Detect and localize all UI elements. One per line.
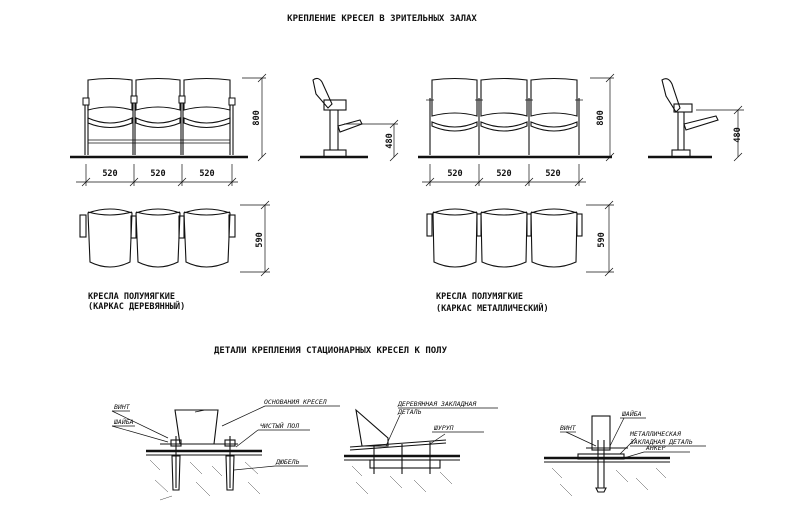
callout-chisty-pol: ЧИСТЫЙ ПОЛ — [260, 421, 299, 430]
detail-metal-anchor-fixing: ВИНТ ШАЙБА МЕТАЛЛИЧЕСКАЯ ЗАКЛАДНАЯ ДЕТАЛ… — [544, 409, 706, 497]
callout-osnovanie: ОСНОВАНИЯ КРЕСЕЛ — [264, 398, 327, 406]
floor-hatching-2 — [351, 465, 453, 495]
metal-chair-front-view: 800 — [418, 73, 615, 162]
dim-width-520-metal-3: 520 — [545, 169, 560, 179]
callout-vint: ВИНТ — [114, 403, 131, 411]
caption-wood-line2: (КАРКАС ДЕРЕВЯННЫЙ) — [88, 300, 185, 312]
callout-dyubel: ДЮБЕЛЬ — [275, 458, 300, 466]
caption-metal-line2: (КАРКАС МЕТАЛЛИЧЕСКИЙ) — [436, 302, 549, 314]
callout-wood-insert-1: ДЕРЕВЯННАЯ ЗАКЛАДНАЯ — [397, 400, 477, 408]
dim-width-520-wood-1: 520 — [102, 169, 117, 179]
sheet-title: КРЕПЛЕНИЕ КРЕСЕЛ В ЗРИТЕЛЬНЫХ ЗАЛАХ — [287, 14, 477, 24]
wood-chair-front-view: 800 — [70, 73, 267, 162]
callout-shurup: ШУРУП — [433, 424, 454, 432]
dim-width-520-wood-3: 520 — [199, 169, 214, 179]
callout-metal-insert-2: ЗАКЛАДНАЯ ДЕТАЛЬ — [629, 438, 693, 446]
caption-metal-line1: КРЕСЛА ПОЛУМЯГКИЕ — [436, 292, 523, 302]
callout-metal-insert-1: МЕТАЛЛИЧЕСКАЯ — [629, 430, 682, 438]
dim-width-520-metal-1: 520 — [447, 169, 462, 179]
metal-width-dimension: 520 520 520 — [422, 164, 586, 187]
callout-shaiba-2: ШАЙБА — [621, 409, 642, 418]
dim-height-480-wood: 480 — [385, 133, 395, 148]
dim-height-800-wood: 800 — [252, 110, 262, 125]
dim-depth-590-metal: 590 — [597, 232, 607, 247]
wood-width-dimension: 520 520 520 — [76, 164, 238, 187]
callout-shaiba: ШАЙБА — [113, 417, 134, 426]
callout-vint-2: ВИНТ — [560, 424, 577, 432]
dim-height-480-metal: 480 — [733, 127, 743, 142]
detail-wood-insert-fixing: ДЕРЕВЯННАЯ ЗАКЛАДНАЯ ДЕТАЛЬ ШУРУП — [344, 400, 498, 495]
details-title: ДЕТАЛИ КРЕПЛЕНИЯ СТАЦИОНАРНЫХ КРЕСЕЛ К П… — [214, 346, 448, 356]
dim-height-800-metal: 800 — [596, 110, 606, 125]
floor-hatching-1 — [149, 459, 261, 501]
wood-chair-side-view: 480 — [300, 77, 399, 162]
wood-chair-plan-view: 590 — [79, 200, 270, 277]
dim-depth-590-wood: 590 — [255, 232, 265, 247]
caption-wood-line1: КРЕСЛА ПОЛУМЯГКИЕ — [88, 292, 175, 302]
metal-chair-side-view: 480 — [648, 78, 744, 162]
callout-ankor: АНКЕР — [645, 444, 666, 452]
metal-chair-plan-view: 590 — [426, 200, 614, 277]
detail-dowel-fixing: ВИНТ ШАЙБА ОСНОВАНИЯ КРЕСЕЛ ЧИСТЫЙ ПОЛ Д… — [111, 398, 340, 501]
dim-width-520-wood-2: 520 — [150, 169, 165, 179]
callout-wood-insert-2: ДЕТАЛЬ — [397, 408, 422, 416]
dim-width-520-metal-2: 520 — [496, 169, 511, 179]
floor-hatching-3 — [551, 467, 667, 497]
